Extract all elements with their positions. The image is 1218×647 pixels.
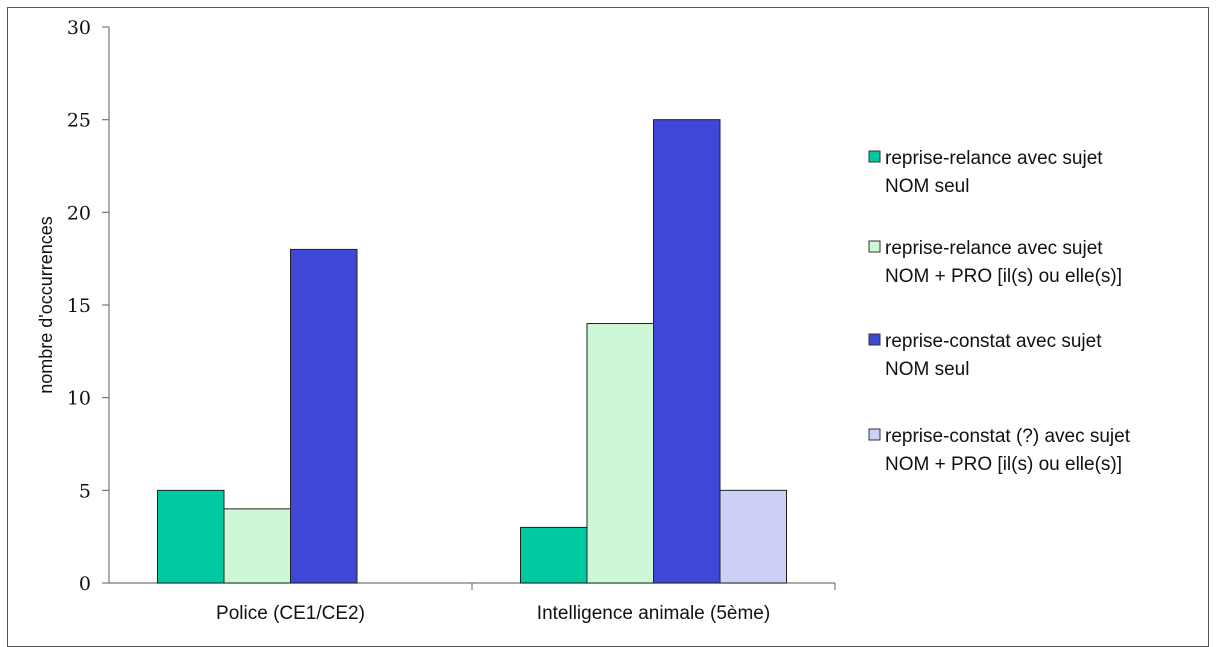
bar <box>157 489 225 584</box>
legend-label: reprise-constat avec sujet <box>885 331 1102 352</box>
bar <box>290 248 358 584</box>
x-category-label: Intelligence animale (5ème) <box>537 603 770 624</box>
y-tick-label: 25 <box>67 110 91 132</box>
x-axis: Police (CE1/CE2) Intelligence animale (5è… <box>109 582 836 624</box>
legend-label: reprise-relance avec sujet <box>885 148 1103 169</box>
y-tick-label: 5 <box>79 480 91 502</box>
y-axis-label: nombre d'occurrences <box>36 216 56 394</box>
bar <box>223 508 291 584</box>
legend-swatch <box>868 240 881 253</box>
bar <box>719 489 787 584</box>
y-tick-label: 30 <box>67 17 91 39</box>
bar-chart: 0 5 10 15 20 25 30 Police (CE1/CE2) Intelligenc… <box>36 17 1131 624</box>
bar <box>520 526 588 584</box>
legend-label: reprise-constat (?) avec sujet <box>885 426 1131 447</box>
legend-swatch <box>868 150 881 163</box>
y-tick-label: 10 <box>67 388 91 410</box>
legend-swatch <box>868 428 881 441</box>
bar <box>653 119 721 584</box>
legend-label: NOM + PRO [il(s) ou elle(s)] <box>885 454 1122 475</box>
legend-swatch <box>868 333 881 346</box>
x-category-label: Police (CE1/CE2) <box>216 603 365 624</box>
bars <box>157 119 787 584</box>
legend-label: NOM + PRO [il(s) ou elle(s)] <box>885 266 1122 287</box>
y-tick-label: 0 <box>79 573 91 595</box>
legend: reprise-relance avec sujet NOM seul repris… <box>868 148 1131 475</box>
legend-label: NOM seul <box>885 359 969 380</box>
legend-label: NOM seul <box>885 176 969 197</box>
bar <box>586 323 654 584</box>
y-tick-label: 15 <box>67 295 91 317</box>
y-axis: 0 5 10 15 20 25 30 <box>67 17 110 595</box>
legend-label: reprise-relance avec sujet <box>885 238 1103 259</box>
y-tick-label: 20 <box>67 202 91 224</box>
